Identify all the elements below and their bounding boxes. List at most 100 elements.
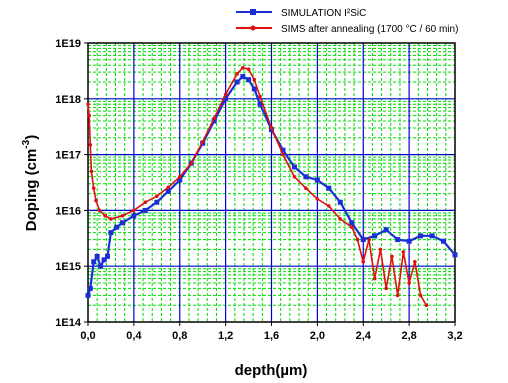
data-point-simulation bbox=[349, 220, 355, 226]
data-point-sims bbox=[413, 259, 417, 264]
y-axis-tick-labels: 1E14 1E15 1E16 1E17 1E18 1E19 bbox=[55, 38, 82, 329]
data-point-sims bbox=[97, 208, 102, 213]
legend-entry-simulation: SIMULATION I²SiC bbox=[236, 8, 366, 19]
data-point-sims bbox=[367, 237, 371, 242]
y-tick-label: 1E17 bbox=[55, 150, 81, 162]
series-layer bbox=[85, 65, 458, 308]
data-point-sims bbox=[120, 214, 125, 218]
data-point-sims bbox=[166, 185, 171, 190]
data-point-sims bbox=[401, 250, 406, 254]
data-point-simulation bbox=[131, 213, 137, 219]
data-point-sims bbox=[86, 102, 90, 107]
data-point-simulation bbox=[372, 233, 378, 239]
data-point-simulation bbox=[314, 177, 320, 183]
data-point-sims bbox=[390, 254, 394, 259]
data-point-simulation bbox=[303, 174, 309, 180]
data-point-sims bbox=[91, 186, 96, 190]
data-point-sims bbox=[89, 169, 94, 174]
data-point-simulation bbox=[406, 238, 412, 244]
data-point-sims bbox=[88, 142, 93, 147]
data-point-sims bbox=[378, 247, 383, 252]
data-point-sims bbox=[132, 208, 136, 213]
x-tick-label: 2,4 bbox=[356, 330, 372, 342]
x-axis-tick-labels: 0,0 0,4 0,8 1,2 1,6 2,0 2,4 2,8 3,2 bbox=[80, 330, 462, 342]
data-point-simulation bbox=[223, 96, 229, 102]
legend-marker-dot bbox=[250, 25, 256, 31]
data-point-sims bbox=[349, 225, 354, 229]
legend-label-simulation: SIMULATION I²SiC bbox=[281, 8, 366, 19]
data-point-sims bbox=[355, 237, 360, 242]
data-point-simulation bbox=[291, 164, 297, 170]
data-point-sims bbox=[361, 259, 366, 264]
data-point-simulation bbox=[91, 259, 97, 265]
data-point-simulation bbox=[165, 188, 171, 194]
data-point-simulation bbox=[104, 253, 110, 259]
legend-entry-sims: SIMS after annealing (1700 °C / 60 min) bbox=[236, 24, 458, 35]
x-tick-label: 2,0 bbox=[310, 330, 325, 342]
data-point-simulation bbox=[85, 292, 91, 298]
data-point-simulation bbox=[452, 252, 458, 258]
x-axis-title: depth(µm) bbox=[235, 362, 308, 379]
data-point-sims bbox=[241, 65, 245, 70]
y-axis-title: Doping (cm-3) bbox=[21, 135, 40, 231]
data-point-sims bbox=[109, 217, 113, 221]
y-tick-label: 1E15 bbox=[55, 261, 81, 273]
data-point-simulation bbox=[234, 79, 240, 85]
data-point-sims bbox=[407, 281, 411, 285]
data-point-sims bbox=[212, 116, 216, 120]
data-point-sims bbox=[281, 152, 285, 157]
y-tick-label: 1E16 bbox=[55, 205, 81, 217]
axis-ticks bbox=[84, 42, 456, 326]
data-point-sims bbox=[177, 175, 182, 179]
y-tick-label: 1E14 bbox=[55, 317, 82, 329]
x-tick-label: 1,2 bbox=[218, 330, 233, 342]
data-point-simulation bbox=[101, 257, 107, 263]
data-point-simulation bbox=[251, 86, 257, 92]
data-point-sims bbox=[155, 194, 159, 198]
major-grid bbox=[88, 43, 455, 322]
data-point-sims bbox=[189, 161, 194, 166]
data-point-simulation bbox=[429, 233, 435, 239]
data-point-sims bbox=[258, 94, 262, 99]
data-point-sims bbox=[418, 293, 423, 298]
data-point-sims bbox=[252, 77, 257, 82]
data-point-sims bbox=[327, 204, 331, 208]
data-point-sims bbox=[395, 293, 400, 298]
data-point-sims bbox=[304, 186, 308, 190]
data-point-simulation bbox=[87, 285, 93, 291]
data-point-simulation bbox=[142, 207, 148, 213]
data-point-simulation bbox=[211, 118, 217, 124]
data-point-sims bbox=[338, 217, 343, 221]
legend-marker-square bbox=[250, 9, 256, 15]
data-point-sims bbox=[292, 175, 297, 179]
data-point-simulation bbox=[280, 147, 286, 153]
legend: SIMULATION I²SiC SIMS after annealing (1… bbox=[236, 8, 458, 35]
data-point-simulation bbox=[360, 237, 366, 243]
data-point-simulation bbox=[326, 185, 332, 191]
data-point-sims bbox=[372, 276, 377, 281]
data-point-simulation bbox=[240, 74, 246, 80]
data-point-sims bbox=[424, 303, 429, 308]
data-point-sims bbox=[246, 67, 251, 71]
x-tick-label: 3,2 bbox=[447, 330, 462, 342]
data-point-sims bbox=[103, 214, 108, 218]
x-tick-label: 0,0 bbox=[80, 330, 95, 342]
data-point-sims bbox=[269, 126, 274, 130]
data-point-sims bbox=[315, 197, 320, 201]
data-point-simulation bbox=[114, 224, 120, 230]
data-point-simulation bbox=[177, 177, 183, 183]
x-tick-label: 2,8 bbox=[401, 330, 416, 342]
data-point-simulation bbox=[418, 233, 424, 239]
x-tick-label: 0,4 bbox=[126, 330, 142, 342]
y-tick-label: 1E19 bbox=[55, 38, 81, 50]
x-tick-label: 0,8 bbox=[172, 330, 187, 342]
data-point-simulation bbox=[119, 220, 125, 226]
data-point-sims bbox=[384, 286, 388, 291]
data-point-sims bbox=[143, 200, 148, 205]
data-point-sims bbox=[200, 139, 205, 144]
data-point-simulation bbox=[246, 77, 252, 83]
data-point-sims bbox=[223, 92, 228, 97]
data-point-simulation bbox=[98, 263, 104, 269]
data-point-simulation bbox=[383, 227, 389, 233]
